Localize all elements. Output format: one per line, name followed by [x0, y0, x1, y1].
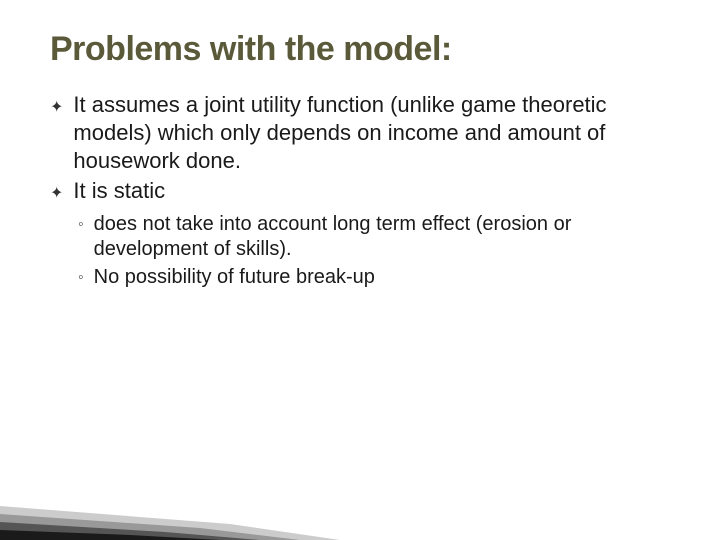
sub-bullet-icon: ◦ [78, 269, 84, 287]
bullet-icon: ✦ [50, 97, 63, 117]
sub-list-item: ◦ No possibility of future break-up [78, 265, 680, 291]
decorative-wedge-icon [0, 470, 340, 540]
list-item: ✦ It is static [50, 177, 680, 205]
sub-list-item: ◦ does not take into account long term e… [78, 212, 680, 263]
slide-title: Problems with the model: [50, 30, 680, 69]
sub-list-item-text: does not take into account long term eff… [94, 212, 680, 263]
main-list: ✦ It assumes a joint utility function (u… [50, 91, 680, 206]
sub-list-item-text: No possibility of future break-up [94, 265, 375, 291]
list-item-text: It is static [73, 177, 165, 205]
bullet-icon: ✦ [50, 183, 63, 203]
list-item: ✦ It assumes a joint utility function (u… [50, 91, 680, 175]
sub-bullet-icon: ◦ [78, 216, 84, 234]
sub-list: ◦ does not take into account long term e… [50, 212, 680, 291]
list-item-text: It assumes a joint utility function (unl… [73, 91, 680, 175]
slide-container: Problems with the model: ✦ It assumes a … [0, 0, 720, 540]
